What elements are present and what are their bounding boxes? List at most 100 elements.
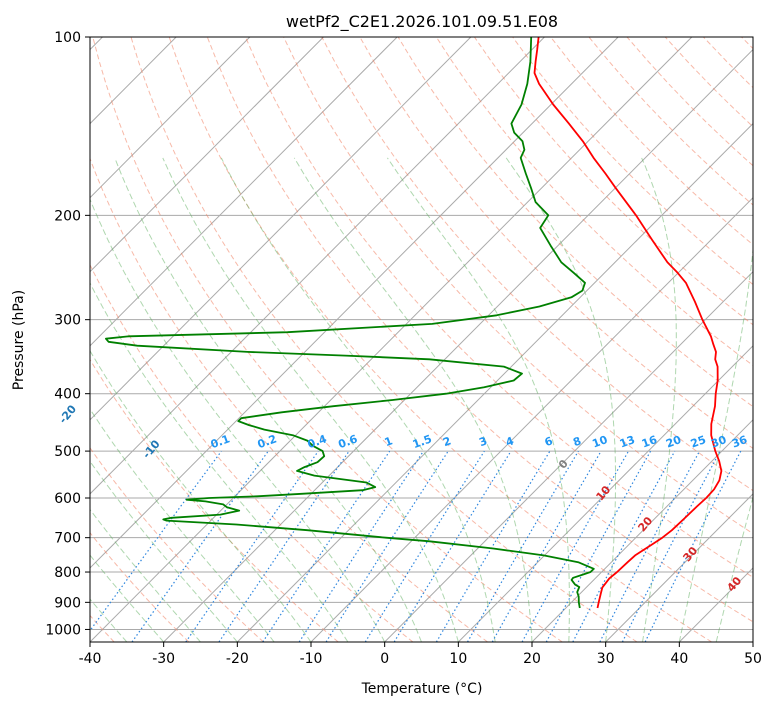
mixing-ratio-line [262, 450, 391, 642]
moist-adiabat-line [715, 495, 753, 642]
isotherm-line [457, 345, 753, 642]
dry-adiabat-line [283, 37, 753, 535]
background-lines [90, 37, 753, 642]
y-tick-label: 800 [54, 565, 81, 581]
isotherm-line [90, 37, 693, 642]
mixing-ratio-label: 16 [640, 433, 659, 451]
plot-frame [89, 36, 754, 643]
line-labels: -100-90-80-70-60-50-40-30-20-10010203040… [0, 365, 749, 595]
moist-adiabat-line [505, 157, 616, 642]
y-tick-label: 500 [54, 444, 81, 460]
dry-adiabat-line [359, 37, 753, 449]
x-tick-label: 40 [670, 651, 688, 667]
mixing-ratio-line [325, 450, 449, 642]
y-axis-label: Pressure (hPa) [11, 290, 27, 390]
isotherm-line [90, 37, 251, 199]
dry-adiabat-line [90, 263, 414, 642]
mixing-ratio-label: 20 [664, 433, 683, 451]
mixing-ratio-label: 0.4 [306, 432, 329, 451]
isotherm-line [384, 271, 753, 642]
y-tick-label: 600 [54, 491, 81, 507]
mixing-ratio-label: 0.2 [256, 432, 279, 451]
dry-adiabat-line [90, 157, 488, 642]
adiabat-temp-label: 10 [593, 483, 613, 503]
dry-adiabat-label: -30 [0, 365, 1, 389]
moist-adiabat-line [90, 198, 386, 642]
y-tick-label: 1000 [45, 622, 81, 638]
moist-adiabat-line [90, 408, 275, 642]
mixing-ratio-line [435, 450, 551, 642]
moist-adiabat-line [678, 245, 753, 642]
x-axis-label: Temperature (°C) [361, 681, 483, 697]
isotherm-line [90, 37, 324, 273]
mixing-ratio-line [621, 450, 721, 642]
dry-adiabat-line [168, 37, 712, 642]
mixing-ratio-line [572, 450, 676, 642]
mixing-ratio-label: 0.6 [337, 432, 360, 451]
mixing-ratio-line [545, 450, 652, 642]
x-tick-label: -20 [226, 651, 249, 667]
isotherm-line [90, 37, 398, 347]
mixing-ratio-line [131, 450, 269, 642]
mixing-ratio-label: 8 [571, 434, 583, 449]
moist-adiabat-line [90, 460, 238, 642]
mixing-ratio-label: 30 [709, 433, 728, 451]
isotherm-line [90, 37, 472, 421]
y-tick-label: 200 [54, 208, 81, 224]
dry-adiabat-line [321, 37, 753, 492]
dry-adiabat-line [588, 37, 753, 206]
dry-adiabat-line [435, 37, 753, 367]
dry-adiabat-line [664, 37, 753, 128]
mixing-ratio-label: 6 [543, 434, 555, 449]
moist-adiabat-line [386, 157, 570, 642]
mixing-ratio-label: 25 [689, 433, 708, 450]
moist-adiabat-line [293, 157, 533, 642]
x-tick-label: -40 [79, 651, 102, 667]
mixing-ratio-label: 1 [383, 434, 395, 449]
mixing-ratio-line [644, 450, 742, 642]
mixing-ratio-label: 13 [618, 433, 637, 450]
mixing-ratio-line [298, 450, 424, 642]
x-tick-label: 10 [449, 651, 467, 667]
isotherm-line [90, 37, 619, 569]
mixing-ratio-label: 0.1 [209, 432, 232, 451]
dry-adiabat-line [90, 358, 339, 642]
mixing-ratio-line [521, 450, 630, 642]
y-tick-label: 300 [54, 313, 81, 329]
mixing-ratio-line [185, 450, 319, 642]
axes: -40 -30 -20 -10 0 10 20 30 40 5010020030040050060… [45, 30, 762, 667]
moist-adiabat-line [90, 281, 349, 642]
dry-adiabat-line [92, 37, 563, 642]
x-tick-label: 50 [744, 651, 762, 667]
moist-adiabat-line [90, 554, 165, 642]
isotherm-line [531, 419, 753, 642]
mixing-ratio-label: 4 [504, 434, 516, 449]
adiabat-temp-label: 30 [680, 544, 700, 564]
isotherm-line [163, 48, 753, 642]
mixing-ratio-label: 1.5 [411, 432, 434, 451]
dry-adiabat-line [130, 37, 638, 642]
dry-adiabat-line [90, 447, 264, 642]
x-tick-label: 30 [597, 651, 615, 667]
moist-adiabat-line [90, 508, 201, 642]
x-tick-label: 0 [380, 651, 389, 667]
mixing-ratio-line [90, 450, 222, 632]
mixing-ratio-label: 36 [730, 433, 749, 451]
isotherm-line [90, 37, 545, 495]
dry-adiabat-line [90, 531, 190, 642]
x-tick-label: -30 [152, 651, 175, 667]
mixing-ratio-line [218, 450, 350, 642]
moist-adiabat-line [641, 157, 677, 642]
chart-title: wetPf2_C2E1.2026.101.09.51.E08 [286, 12, 558, 32]
temperature-trace [533, 37, 723, 609]
moist-adiabat-line [162, 157, 459, 642]
mixing-ratio-label: 2 [441, 434, 453, 449]
moist-adiabat-line [114, 157, 422, 642]
mixing-ratio-label: 3 [477, 434, 489, 449]
adiabat-temp-label: 40 [724, 574, 744, 594]
isotherm-line [752, 641, 753, 642]
isotherm-line [605, 493, 753, 642]
zero-isotherm-label: 0 [556, 457, 571, 471]
y-tick-label: 100 [54, 30, 81, 46]
